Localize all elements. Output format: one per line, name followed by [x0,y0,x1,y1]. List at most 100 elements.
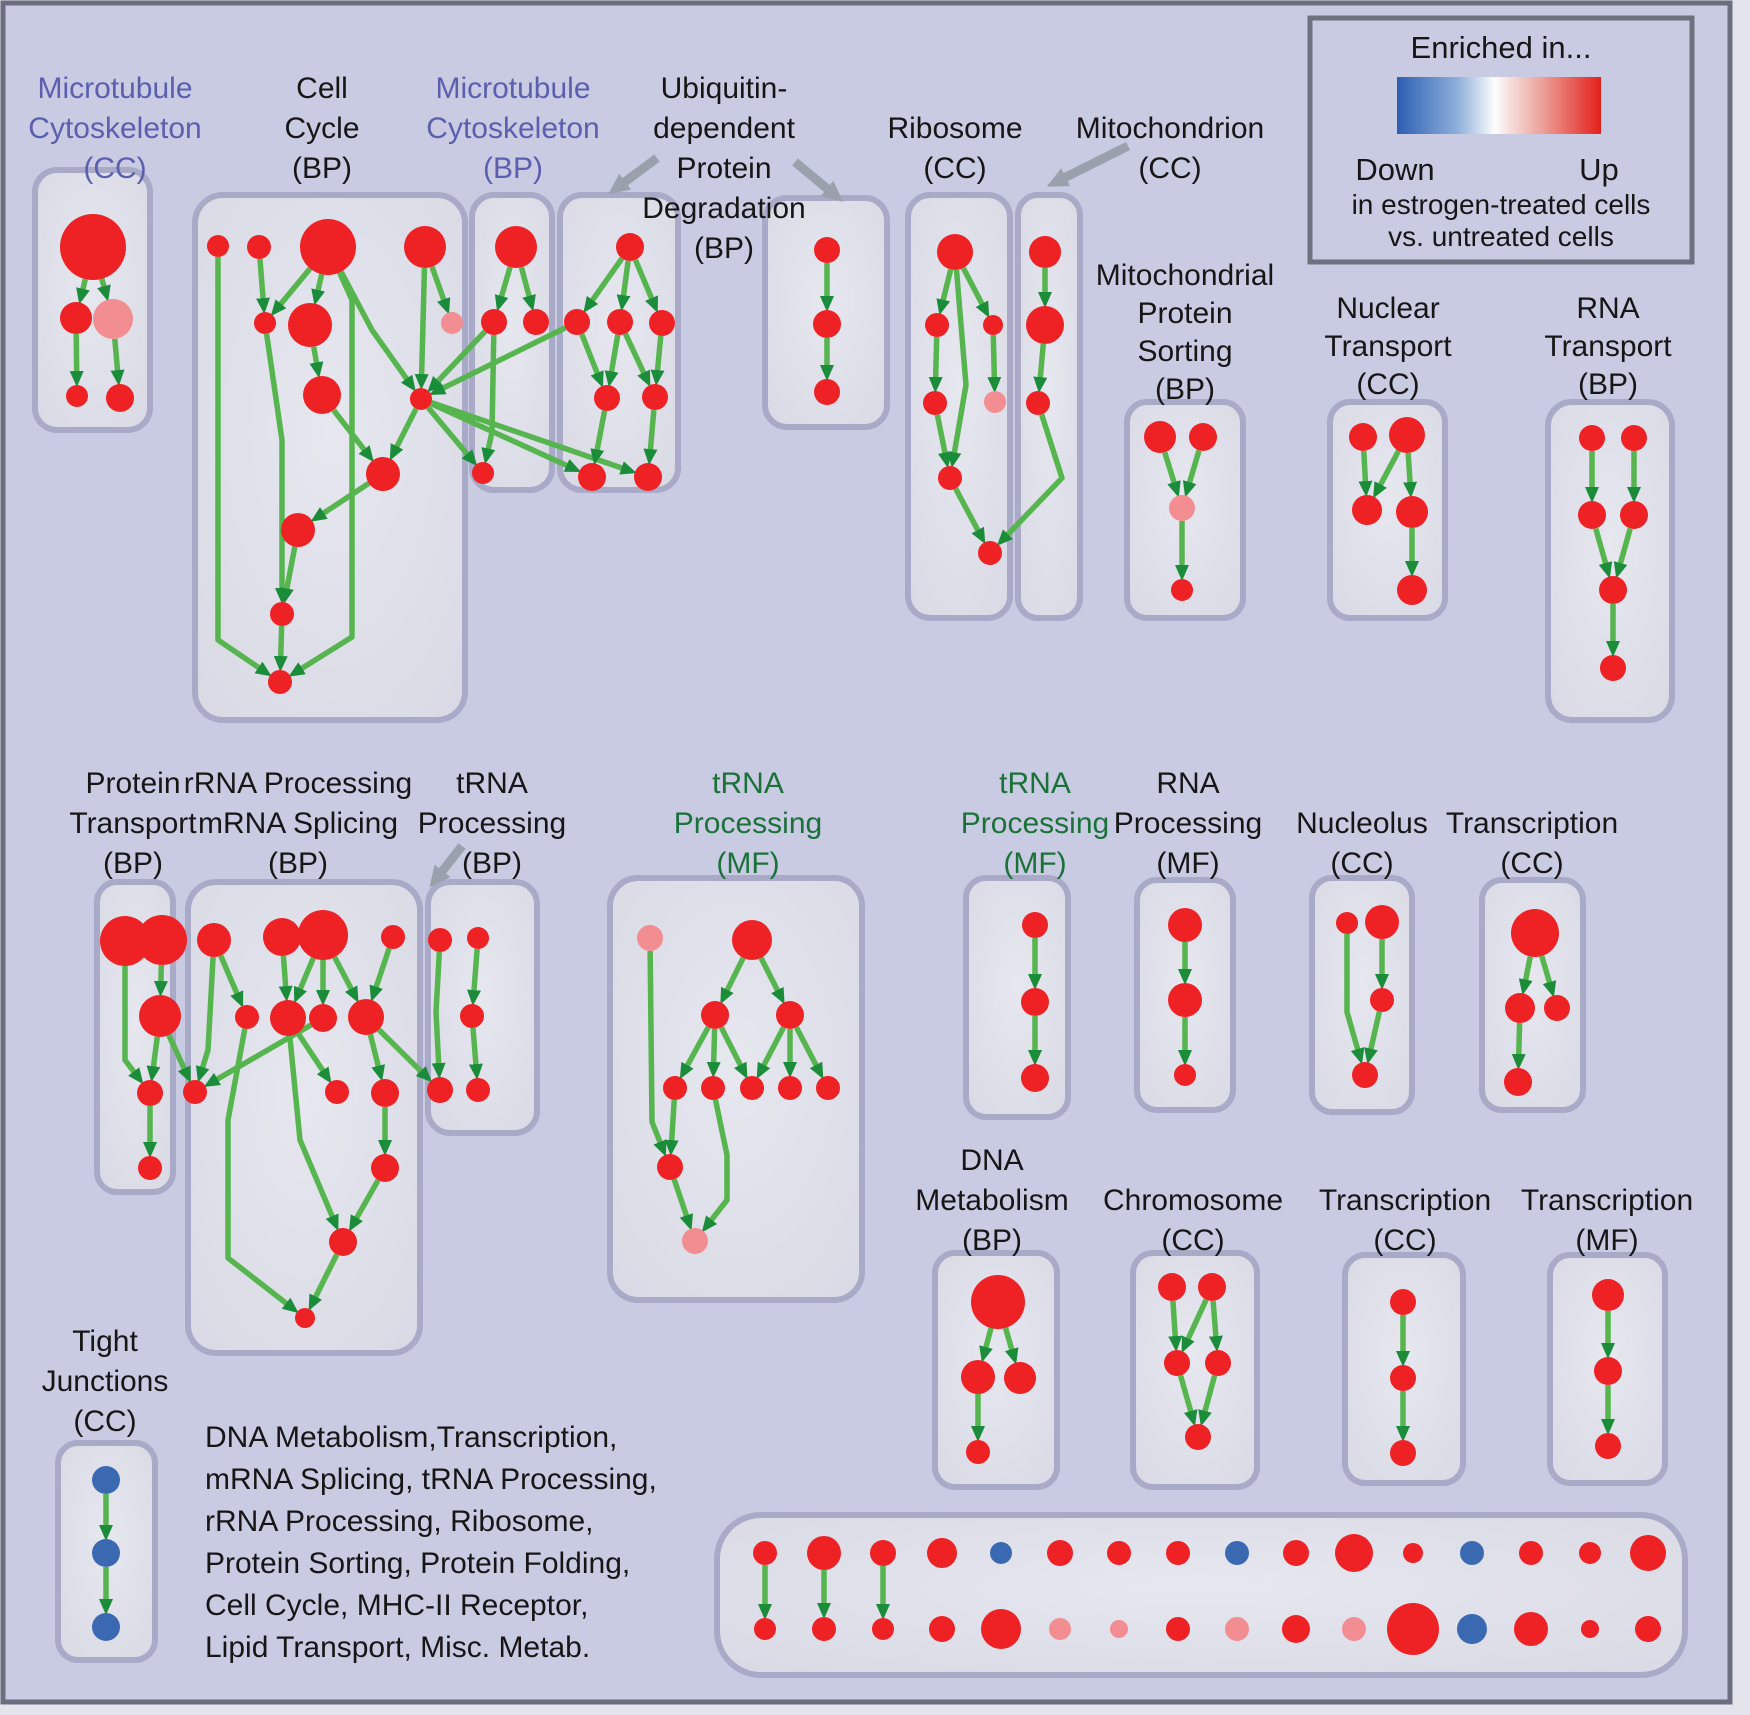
node-z3 [1370,988,1394,1012]
edge-q8-v4 [376,1027,433,1083]
node-bb15 [1581,1620,1599,1638]
edge-dm1-dm3 [1002,1327,1019,1365]
node-q3 [298,910,348,960]
node-bt10 [1283,1540,1309,1566]
edge-w4-w7 [756,1026,786,1080]
edge-mtcc2-mtcc4 [69,333,84,388]
edge-cc_j-cc_k [279,546,298,605]
edge-tcc1-tcc2 [1518,955,1533,996]
node-y3 [1174,1064,1196,1086]
node-ub2_3 [814,379,840,405]
node-ub1_b2 [634,463,662,491]
edge-nt1-nt3 [1358,450,1373,498]
node-bb14 [1514,1612,1548,1646]
node-nt1 [1349,423,1377,451]
edge-rib4-rib6 [934,414,952,469]
node-ub1_m2 [607,309,633,335]
cluster-box-dm [932,1250,1060,1490]
edge-pt1-pt4 [122,966,144,1085]
edge-nt2-nt4 [1403,452,1418,499]
node-bb1 [754,1618,776,1640]
node-bb8 [1166,1617,1190,1641]
node-cc_d [404,226,446,268]
cluster-box-bottom [714,1512,1688,1678]
node-z1 [1336,912,1358,934]
legend-down-label: Down [1355,152,1434,187]
node-bb9 [1225,1617,1249,1641]
legend-subtitle-line1: in estrogen-treated cells [1352,189,1651,220]
node-w4 [776,1001,804,1029]
node-bt16 [1630,1535,1666,1571]
node-cc_j [281,513,315,547]
edge-ub1_l1-ub1_b1 [590,410,608,466]
node-v5 [466,1078,490,1102]
edge-mtbp_t-mtbp_mr [518,266,536,312]
node-w7 [740,1076,764,1100]
node-q2 [263,918,301,956]
node-bt1 [753,1541,777,1565]
node-mtcc3 [93,299,133,339]
cluster-label-cellcycle: Cell Cycle (BP) [284,72,359,185]
edge-cc_b-cc_e [256,258,271,315]
node-pt5 [138,1156,162,1180]
node-pt4 [137,1080,163,1106]
edge-pt3-pt4 [146,1036,161,1083]
node-bt7 [1107,1541,1131,1565]
edge-rib1-rib2 [936,268,954,316]
node-ub1_m1 [564,309,590,335]
node-w8 [778,1076,802,1100]
edge-w10-w11 [671,1178,693,1231]
node-dm3 [1004,1362,1036,1394]
edge-q4-q8 [369,947,392,1002]
node-tj2 [92,1539,120,1567]
node-w2 [732,920,772,960]
edge-w2-w3 [720,956,746,1005]
edge-cc_d-cc_g [414,267,429,391]
edge-w6-w11 [701,1099,730,1233]
annotation-arrow-1 [608,154,660,195]
legend: Enriched in... Down Up in estrogen-treat… [1307,15,1695,265]
edge-cc_d-cc_h [429,265,451,315]
cluster-label-mitochondrion: Mitochondrion (CC) [1076,112,1264,185]
cluster-label-nuclear-transport: Nuclear Transport (CC) [1324,292,1452,401]
node-q14 [295,1308,315,1328]
node-rib7 [978,541,1002,565]
node-pt2 [137,915,187,965]
edge-v2-v3 [467,948,481,1007]
node-mtcc4 [66,385,88,407]
edge-ch2-ch3 [1181,1298,1209,1354]
node-pt3 [139,995,181,1037]
edge-z3-z4 [1364,1011,1383,1065]
node-cc_a [207,235,229,257]
node-bt5 [990,1542,1012,1564]
edge-v3-v5 [468,1027,483,1081]
node-nt2 [1389,417,1425,453]
node-ch3 [1164,1350,1190,1376]
edge-mtcc1-mtcc2 [76,278,90,305]
node-cc_c [300,219,356,275]
edge-ub1_t-ub1_m3 [632,258,658,313]
node-q1 [197,923,231,957]
node-tcc3 [1544,995,1570,1021]
edge-w4-w9 [794,1026,824,1080]
edge-cc_e-cc_k [263,333,289,604]
legend-title: Enriched in... [1411,30,1592,65]
node-ub1_t [616,233,644,261]
node-y2 [1168,983,1202,1017]
node-q5 [235,1005,259,1029]
node-v4 [427,1077,453,1103]
node-rt1 [1579,425,1605,451]
node-q7 [309,1004,337,1032]
node-x2 [1021,988,1049,1016]
node-bt11 [1335,1534,1373,1572]
edge-rib3-rib5 [987,334,1002,394]
edge-pt3-q9 [166,1033,191,1083]
cluster-label-mtbp: Microtubule Cytoskeleton (BP) [426,72,599,185]
node-bb6 [1049,1618,1071,1640]
node-nt4 [1396,496,1428,528]
node-mit2 [1026,306,1064,344]
node-ch2 [1198,1273,1226,1301]
node-w1 [637,925,663,951]
